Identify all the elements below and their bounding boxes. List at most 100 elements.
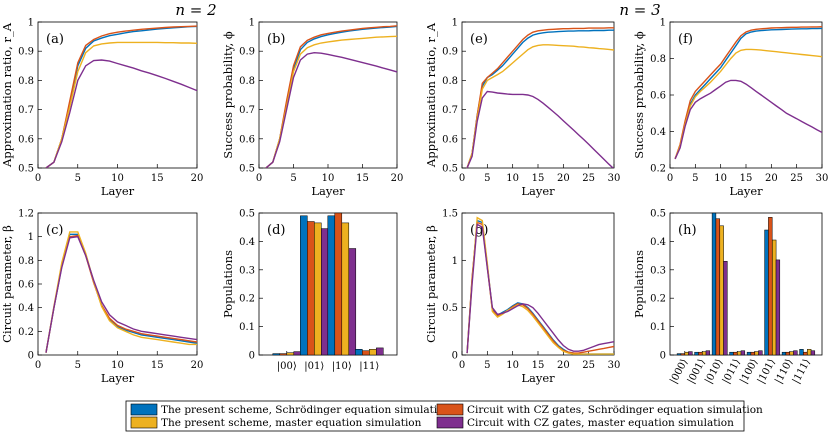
- y-tick-label: 0: [452, 351, 458, 362]
- bar-schrodinger-present: [327, 215, 336, 356]
- x-tick-label: 0: [256, 173, 262, 184]
- bar-schrodinger-present: [746, 351, 752, 356]
- bar-master-cz: [293, 351, 302, 356]
- y-tick-label: 0.8: [239, 76, 255, 87]
- y-tick-label: 0.8: [18, 256, 34, 267]
- panel-b: 0.5 0.6 0.7 0.8 0.9 1 Success probability, ϕ (b…: [221, 18, 403, 199]
- x-tick-label: 20: [765, 173, 778, 184]
- x-tick-label: 5: [484, 360, 490, 371]
- legend-box: [125, 400, 745, 432]
- bar-master-present: [702, 351, 707, 356]
- x-tick-label: 5: [75, 173, 81, 184]
- group-label-n3: n = 3: [619, 1, 660, 19]
- y-tick-label: 0.5: [239, 209, 255, 220]
- y-axis-label: Circuit parameter, β: [424, 225, 438, 343]
- series-line-schrodinger-present: [45, 233, 197, 353]
- series-line-master-present: [45, 41, 197, 168]
- bar-master-present: [772, 239, 777, 356]
- x-tick-label: 20: [557, 360, 570, 371]
- series-line-schrodinger-cz: [466, 221, 614, 354]
- bar-master-present: [719, 225, 724, 356]
- series-line-schrodinger-cz: [265, 25, 397, 168]
- x-tick-label: 15: [740, 173, 753, 184]
- y-tick-label: 0.2: [18, 327, 34, 338]
- bar-master-cz: [348, 248, 357, 356]
- y-tick-label: 0.9: [442, 47, 458, 58]
- y-tick-label: 0: [660, 351, 666, 362]
- y-tick-label: 1: [452, 256, 458, 267]
- x-tick-label: 0: [667, 173, 673, 184]
- x-axis-label: Layer: [101, 371, 135, 385]
- series-line-master-present: [45, 231, 197, 353]
- bar-master-cz: [688, 351, 693, 356]
- y-tick-label: 0.5: [239, 164, 255, 175]
- x-tick-label: 20: [557, 173, 570, 184]
- y-tick-label: 0.6: [239, 134, 255, 145]
- series-line-schrodinger-present: [466, 29, 614, 168]
- bar-schrodinger-cz: [698, 351, 703, 356]
- series-line-master-present: [265, 35, 397, 168]
- series-line-schrodinger-present: [45, 25, 197, 168]
- y-tick-label: 0.4: [650, 127, 666, 138]
- panel-d: 0 0.1 0.2 0.3 0.4 0.5 Populations (d) |00⟩ |01⟩ |1…: [221, 209, 398, 372]
- bar-master-cz: [376, 347, 384, 356]
- y-axis-label: Circuit parameter, β: [0, 225, 14, 343]
- x-tick-label: 15: [151, 360, 164, 371]
- x-tick-label: 5: [484, 173, 490, 184]
- y-axis-label: Approximation ratio, r_A: [0, 22, 14, 168]
- bar-schrodinger-cz: [768, 217, 773, 356]
- series-line-master-present: [674, 48, 822, 160]
- x-tick-label: 10: [714, 173, 727, 184]
- bar-master-cz: [775, 259, 781, 356]
- y-tick-label: 1.5: [442, 209, 458, 220]
- legend-label-schrodinger-present: The present scheme, Schrödinger equation…: [161, 404, 451, 416]
- y-tick-label: 0.5: [650, 209, 666, 220]
- x-category-label: |00⟩: [277, 361, 297, 372]
- y-tick-label: 1: [249, 18, 255, 29]
- x-tick-label: 10: [322, 173, 335, 184]
- y-tick-label: 0.7: [239, 105, 255, 116]
- y-tick-label: 0: [249, 351, 255, 362]
- bar-schrodinger-present: [781, 351, 787, 356]
- y-tick-label: 1: [28, 18, 34, 29]
- bar-master-present: [341, 222, 350, 356]
- panel-tag: (e): [470, 32, 488, 47]
- bar-schrodinger-cz: [279, 353, 288, 356]
- panel-f: 0.2 0.4 0.6 0.8 1 Success probability, ϕ (f) 0 5…: [632, 18, 828, 199]
- series-line-schrodinger-present: [674, 27, 822, 160]
- y-tick-label: 1: [452, 18, 458, 29]
- x-tick-label: 30: [816, 173, 829, 184]
- y-axis-label: Populations: [632, 250, 646, 318]
- y-tick-label: 0.4: [650, 237, 666, 248]
- x-tick-label: 0: [459, 360, 465, 371]
- x-tick-label: 15: [356, 173, 369, 184]
- panel-a: 0.5 0.6 0.7 0.8 0.9 1 Approximation ratio, r_A…: [0, 18, 203, 199]
- x-axis-label: Layer: [521, 184, 555, 198]
- bar-master-cz: [740, 350, 746, 356]
- bar-master-present: [789, 351, 794, 356]
- bar-schrodinger-present: [729, 351, 734, 356]
- y-tick-label: 0.8: [442, 76, 458, 87]
- y-tick-label: 0.9: [239, 47, 255, 58]
- bar-master-present: [737, 351, 742, 356]
- x-tick-label: 5: [290, 173, 296, 184]
- y-tick-label: 0.8: [18, 76, 34, 87]
- x-category-label: |111⟩: [791, 357, 813, 386]
- bar-schrodinger-cz: [680, 353, 685, 356]
- y-tick-label: 0: [28, 351, 34, 362]
- x-tick-label: 10: [111, 173, 124, 184]
- y-axis-label: Approximation ratio, r_A: [424, 22, 438, 168]
- panels: 0.5 0.6 0.7 0.8 0.9 1 Approximation ratio, r_A…: [0, 18, 828, 386]
- bar-master-cz: [321, 228, 329, 356]
- x-tick-label: 20: [191, 360, 204, 371]
- y-tick-label: 0.6: [442, 134, 458, 145]
- y-tick-label: 1: [28, 232, 34, 243]
- series-line-schrodinger-present: [265, 25, 397, 168]
- y-tick-label: 1.2: [18, 209, 34, 220]
- y-tick-label: 0.2: [650, 164, 666, 175]
- panel-tag: (c): [46, 223, 63, 238]
- x-tick-label: 15: [532, 360, 545, 371]
- panel-tag: (h): [678, 223, 697, 238]
- x-tick-label: 15: [151, 173, 164, 184]
